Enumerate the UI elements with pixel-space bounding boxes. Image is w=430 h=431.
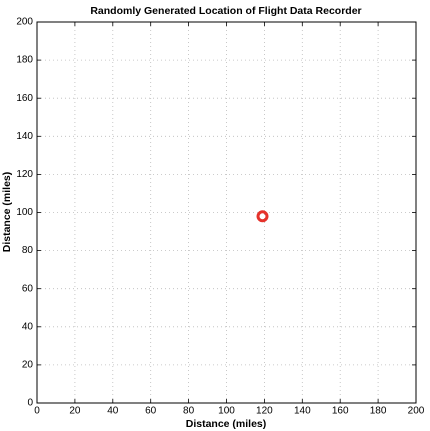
plot-frame [36,21,417,404]
y-axis-label: Distance (miles) [1,172,13,253]
y-tick-label: 140 [16,131,33,142]
y-tick-label: 0 [27,398,33,409]
point [256,210,269,223]
x-tick-label: 140 [294,406,311,417]
x-tick-label: 200 [408,406,425,417]
chart-title: Randomly Generated Location of Flight Da… [90,5,361,17]
x-tick-label: 180 [370,406,387,417]
x-axis-label: Distance (miles) [186,418,267,430]
y-tick-label: 180 [16,55,33,66]
x-tick-label: 40 [107,406,119,417]
x-tick-label: 100 [218,406,235,417]
y-tick-label: 160 [16,93,33,104]
x-tick-label: 0 [34,406,40,417]
x-tick-label: 80 [183,406,195,417]
x-tick-label: 120 [256,406,273,417]
y-tick-label: 60 [22,283,34,294]
x-tick-label: 160 [332,406,349,417]
y-tick-label: 120 [16,169,33,180]
y-tick-label: 40 [22,321,34,332]
y-tick-label: 20 [22,360,34,371]
y-tick-label: 200 [16,17,33,28]
x-tick-label: 60 [145,406,157,417]
x-tick-label: 20 [69,406,81,417]
y-tick-label: 100 [16,207,33,218]
y-tick-label: 80 [22,245,34,256]
